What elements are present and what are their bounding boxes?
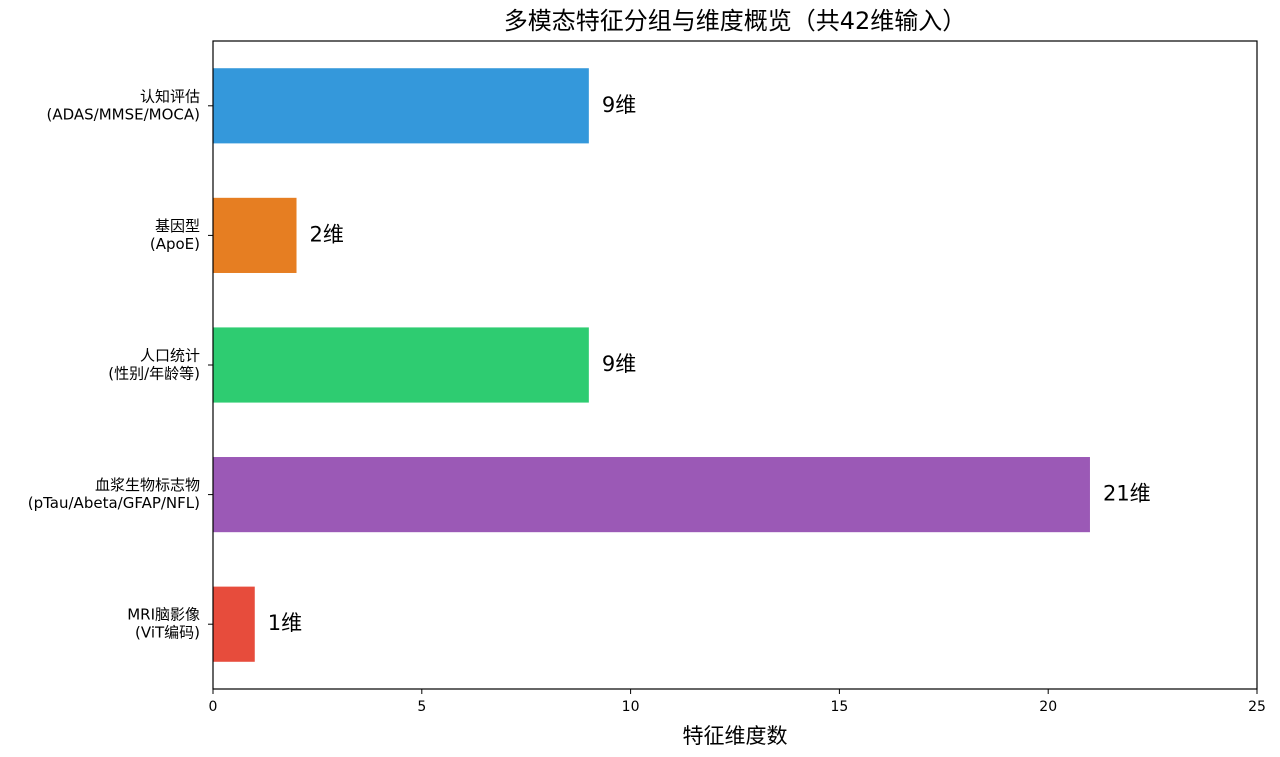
- value-label: 1维: [268, 611, 302, 635]
- bar: [213, 197, 297, 273]
- x-axis-label: 特征维度数: [683, 724, 788, 748]
- value-label: 9维: [602, 93, 636, 117]
- x-tick-label: 10: [622, 699, 640, 715]
- y-tick-label: 认知评估: [140, 87, 200, 105]
- x-tick-label: 0: [209, 699, 218, 715]
- x-tick-label: 20: [1039, 699, 1057, 715]
- y-tick-label: MRI脑影像: [127, 606, 200, 624]
- y-tick-label: (pTau/Abeta/GFAP/NFL): [28, 494, 200, 512]
- value-label: 21维: [1103, 482, 1151, 506]
- y-tick-label: 人口统计: [140, 347, 200, 365]
- x-tick-label: 25: [1248, 699, 1266, 715]
- bar: [213, 68, 589, 144]
- bar: [213, 457, 1090, 533]
- y-tick-label: 基因型: [155, 217, 200, 235]
- x-tick-label: 15: [830, 699, 848, 715]
- chart-title: 多模态特征分组与维度概览（共42维输入）: [504, 7, 967, 35]
- value-label: 9维: [602, 352, 636, 376]
- y-tick-label: (ADAS/MMSE/MOCA): [46, 105, 200, 123]
- bar: [213, 586, 255, 662]
- x-tick-label: 5: [417, 699, 426, 715]
- y-tick-label: (性别/年龄等): [108, 365, 200, 383]
- y-tick-label: (ApoE): [150, 235, 200, 253]
- y-tick-label: 血浆生物标志物: [95, 476, 200, 494]
- value-label: 2维: [310, 222, 344, 246]
- plot-frame: [212, 40, 1258, 690]
- bar: [213, 327, 589, 403]
- y-tick-label: (ViT编码): [135, 624, 200, 642]
